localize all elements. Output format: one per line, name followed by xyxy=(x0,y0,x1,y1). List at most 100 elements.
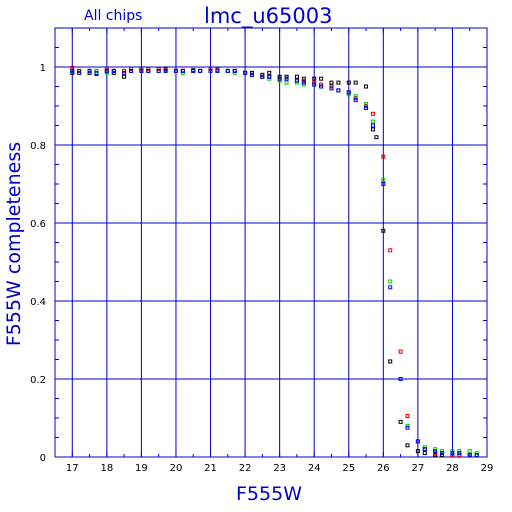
data-point xyxy=(457,451,462,456)
data-point xyxy=(294,74,299,79)
data-point xyxy=(208,68,213,73)
data-point xyxy=(388,248,393,253)
chart-subtitle: All chips xyxy=(84,8,142,24)
data-point xyxy=(122,70,127,75)
data-point xyxy=(191,68,196,73)
data-point xyxy=(440,451,445,456)
x-axis-label: F555W xyxy=(236,483,302,505)
data-point xyxy=(301,80,306,85)
data-point xyxy=(267,74,272,79)
data-point xyxy=(381,154,386,159)
data-point xyxy=(353,98,358,103)
x-tick-label: 28 xyxy=(446,463,459,474)
data-point xyxy=(381,182,386,186)
tick-labels: 17 18 19 20 21 22 23 24 25 26 27 28 29 0 0.2 0.4 0.6 0.8 1 xyxy=(30,63,493,474)
data-point xyxy=(405,414,410,419)
data-point xyxy=(319,84,324,89)
data-point xyxy=(346,90,351,95)
data-point xyxy=(398,377,403,381)
data-point xyxy=(180,68,185,73)
data-point xyxy=(267,70,272,75)
data-point xyxy=(353,80,358,85)
data-point xyxy=(122,74,127,79)
y-axis-label: F555W completeness xyxy=(3,142,25,346)
data-point xyxy=(398,349,403,354)
data-point xyxy=(388,285,393,290)
data-point xyxy=(129,68,134,73)
data-point xyxy=(370,123,375,128)
data-point xyxy=(405,425,410,430)
data-point xyxy=(467,453,472,457)
data-point xyxy=(364,84,369,89)
data-point xyxy=(346,80,351,85)
data-point xyxy=(294,78,299,83)
data-point xyxy=(198,68,203,73)
data-point xyxy=(243,70,248,75)
x-tick-label: 17 xyxy=(66,463,79,474)
y-tick-label: 0.6 xyxy=(30,219,46,230)
data-point xyxy=(381,178,386,183)
data-point xyxy=(225,68,230,73)
x-tick-label: 21 xyxy=(204,463,217,474)
y-tick-label: 0 xyxy=(40,453,46,464)
x-tick-label: 25 xyxy=(342,463,355,474)
data-point xyxy=(422,451,427,456)
data-point xyxy=(312,78,317,83)
chart-title: lmc_u65003 xyxy=(204,4,332,29)
data-point xyxy=(374,135,379,140)
data-point xyxy=(173,68,178,73)
data-point xyxy=(156,68,161,73)
data-point xyxy=(70,68,75,73)
data-point xyxy=(364,102,369,107)
x-tick-label: 18 xyxy=(100,463,113,474)
data-point xyxy=(277,76,282,81)
x-tick-label: 20 xyxy=(170,463,183,474)
plot-frame xyxy=(54,27,488,458)
data-point xyxy=(319,76,324,81)
data-point xyxy=(353,94,358,99)
data-point xyxy=(94,70,99,75)
data-point xyxy=(370,127,375,132)
data-point xyxy=(467,449,472,454)
data-point xyxy=(433,449,438,454)
data-point xyxy=(364,105,369,110)
x-tick-label: 29 xyxy=(481,463,494,474)
x-tick-label: 24 xyxy=(308,463,321,474)
data-point xyxy=(415,449,420,454)
data-points xyxy=(70,65,479,457)
data-point xyxy=(370,119,375,124)
x-tick-label: 23 xyxy=(273,463,286,474)
y-tick-label: 0.2 xyxy=(30,375,46,386)
data-point xyxy=(77,70,82,75)
data-point xyxy=(415,439,420,444)
data-point xyxy=(329,86,334,91)
data-point xyxy=(249,72,254,77)
y-tick-label: 0.4 xyxy=(30,297,46,308)
data-point xyxy=(405,443,410,448)
data-point xyxy=(370,111,375,116)
y-tick-label: 1 xyxy=(40,63,46,74)
tick-marks xyxy=(55,28,487,457)
data-point xyxy=(215,68,220,73)
data-point xyxy=(336,80,341,85)
data-point xyxy=(329,80,334,85)
data-point xyxy=(388,279,393,284)
data-point xyxy=(474,453,479,457)
data-point xyxy=(232,68,237,73)
data-point xyxy=(146,68,151,73)
data-point xyxy=(336,88,341,93)
data-point xyxy=(312,82,317,87)
y-tick-label: 0.8 xyxy=(30,141,46,152)
x-tick-label: 26 xyxy=(377,463,390,474)
x-tick-label: 22 xyxy=(239,463,252,474)
data-point xyxy=(111,68,116,73)
data-point xyxy=(104,68,109,73)
data-point xyxy=(398,419,403,424)
data-point xyxy=(381,228,386,233)
data-point xyxy=(87,68,92,73)
data-point xyxy=(284,76,289,81)
x-tick-label: 19 xyxy=(135,463,148,474)
data-point xyxy=(388,359,393,364)
